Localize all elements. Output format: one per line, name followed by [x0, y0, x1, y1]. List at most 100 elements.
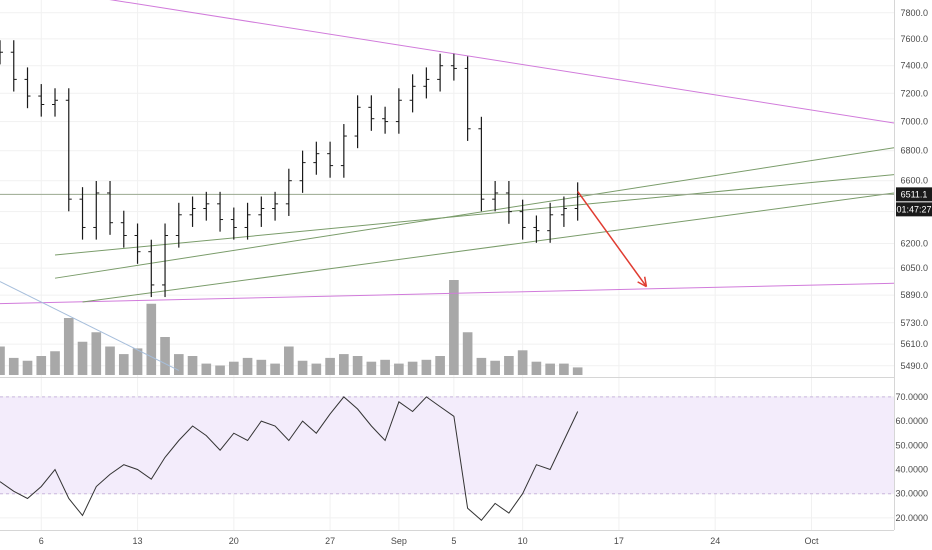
- rsi-line: [0, 396, 579, 522]
- trendline[interactable]: [0, 282, 895, 305]
- price-bar: [313, 141, 320, 175]
- volume-bar: [91, 332, 102, 375]
- volume-bar: [407, 361, 418, 375]
- volume-bar: [256, 359, 267, 375]
- volume-bar: [545, 363, 555, 375]
- price-bar: [0, 40, 3, 65]
- rsi-tick-label: 40.0000: [895, 465, 928, 475]
- volume-bar: [517, 350, 528, 375]
- price-bar: [327, 141, 334, 178]
- projection-arrow-shaft[interactable]: [577, 190, 648, 288]
- volume-bar: [572, 367, 583, 375]
- price-tick-label: 5610.0: [900, 339, 928, 349]
- price-bar: [244, 202, 251, 240]
- volume-bar: [242, 357, 253, 375]
- volume-bar: [366, 361, 377, 375]
- price-bar: [230, 207, 237, 240]
- price-bar: [560, 196, 567, 227]
- volume-bar: [325, 357, 335, 375]
- price-bar: [272, 191, 279, 221]
- price-bars: [0, 40, 581, 298]
- price-bar: [547, 202, 554, 243]
- price-bar: [93, 180, 100, 240]
- volume-bar: [187, 356, 198, 375]
- trendline[interactable]: [54, 147, 895, 279]
- price-bar: [258, 196, 265, 227]
- price-bar: [464, 56, 471, 141]
- price-bar: [10, 40, 17, 92]
- trendline[interactable]: [54, 174, 895, 256]
- volume-bar: [229, 361, 239, 375]
- price-tick-label: 6050.0: [900, 263, 928, 273]
- volume-bar: [0, 346, 5, 375]
- volume-bar: [421, 359, 432, 375]
- volume-bar: [63, 318, 74, 375]
- price-bar: [533, 215, 540, 243]
- price-bar: [395, 88, 402, 134]
- volume-bar: [339, 354, 349, 375]
- volume-bar: [352, 356, 363, 375]
- price-bar: [340, 124, 347, 178]
- time-tick-label: 27: [325, 536, 335, 546]
- volume-bar: [380, 359, 390, 375]
- volume-bar: [132, 348, 143, 375]
- price-bar: [175, 202, 182, 248]
- price-bar: [409, 74, 416, 113]
- volume-bar: [8, 357, 19, 375]
- price-bar: [38, 84, 45, 117]
- price-bar: [79, 187, 86, 240]
- price-bar: [299, 150, 306, 193]
- countdown-value: 01:47:27: [896, 204, 931, 214]
- volume-bar: [490, 360, 500, 375]
- price-bar: [107, 180, 114, 235]
- time-tick-label: 13: [133, 536, 143, 546]
- rsi-tick-label: 60.0000: [895, 416, 928, 426]
- price-tick-label: 5490.0: [900, 361, 928, 371]
- price-tick-label: 5890.0: [900, 290, 928, 300]
- volume-bar: [22, 360, 33, 375]
- price-bar: [162, 223, 169, 298]
- trendline[interactable]: [0, 281, 180, 371]
- volume-bar: [118, 354, 129, 375]
- volume-bars: [0, 280, 583, 375]
- price-bar: [203, 191, 210, 221]
- price-bar: [505, 180, 512, 224]
- projection-arrow-head: [637, 281, 647, 288]
- time-tick-label: 6: [39, 536, 44, 546]
- price-bar: [134, 223, 141, 264]
- rsi-tick-label: 70.0000: [895, 392, 928, 402]
- price-tick-label: 7200.0: [900, 88, 928, 98]
- volume-bar: [297, 360, 308, 375]
- volume-bar: [531, 361, 542, 375]
- trendline[interactable]: [96, 0, 895, 124]
- projection-arrow: [577, 190, 648, 288]
- trendline[interactable]: [82, 192, 895, 303]
- price-bar: [519, 199, 526, 240]
- volume-bar: [36, 356, 47, 375]
- last-price-value: 6511.1: [901, 189, 928, 199]
- rsi-pane: [0, 396, 894, 522]
- price-bar: [189, 196, 196, 227]
- rsi-tick-label: 30.0000: [895, 489, 928, 499]
- price-bar: [574, 182, 581, 221]
- price-bar: [382, 106, 389, 134]
- volume-bar: [394, 363, 404, 375]
- volume-bar: [160, 337, 170, 375]
- volume-bar: [462, 332, 473, 375]
- time-tick-label: 24: [710, 536, 720, 546]
- time-tick-label: Oct: [804, 536, 819, 546]
- volume-bar: [146, 303, 157, 375]
- countdown-tag: 01:47:27: [896, 202, 932, 217]
- rsi-tick-label: 50.0000: [895, 440, 928, 450]
- price-tick-label: 7400.0: [900, 61, 928, 71]
- price-bar: [450, 53, 457, 81]
- price-bar: [368, 95, 375, 131]
- volume-bar: [284, 346, 294, 375]
- price-bar: [354, 95, 361, 149]
- price-tick-label: 6200.0: [900, 239, 928, 249]
- trendlines: [0, 0, 895, 371]
- price-bar: [478, 116, 485, 212]
- price-bar: [24, 67, 31, 109]
- price-bar: [120, 210, 127, 248]
